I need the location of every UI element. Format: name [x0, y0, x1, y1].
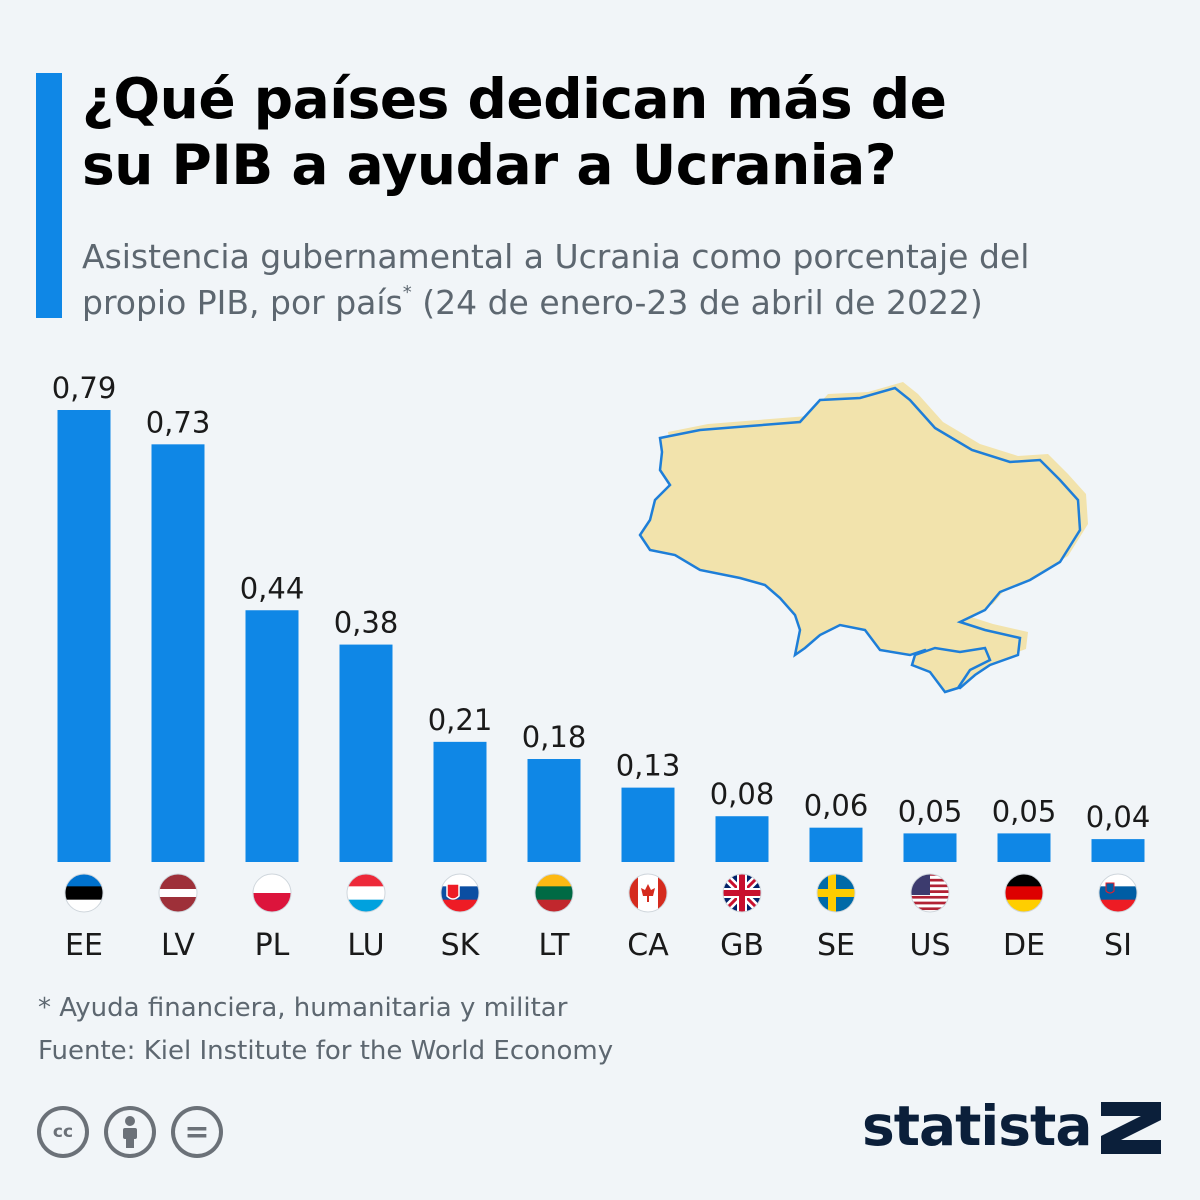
ukraine-map-shape — [638, 386, 1082, 690]
source-note: Fuente: Kiel Institute for the World Eco… — [38, 1036, 614, 1066]
statista-mark-icon — [1101, 1102, 1162, 1154]
flag-lu-icon — [346, 873, 386, 913]
flag-ca-icon — [628, 873, 668, 913]
person-icon — [123, 1116, 137, 1148]
title-line-2: su PIB a ayudar a Ucrania? — [82, 133, 897, 197]
subtitle-text-a: propio PIB, por país — [82, 283, 403, 322]
cc-label: cc — [41, 1110, 85, 1154]
bar-ee[interactable] — [57, 410, 111, 862]
ukraine-map-icon — [638, 382, 1088, 694]
bar-lv[interactable] — [151, 444, 205, 862]
tick-label-lv: LV — [161, 928, 195, 963]
crimea-shape — [910, 646, 992, 694]
bars: 0,79 EE 0,73 LV 0,44 PL 0,38 LU 0,21 SK 0,18 LT 0,13… — [52, 371, 1151, 963]
tick-label-ca: CA — [627, 928, 669, 963]
value-label-se: 0,06 — [804, 789, 869, 823]
title-accent-bar — [36, 73, 62, 318]
value-label-lt: 0,18 — [522, 720, 587, 754]
chart-subtitle: Asistencia gubernamental a Ucrania como … — [82, 234, 1172, 326]
value-label-si: 0,04 — [1086, 800, 1151, 834]
value-label-lv: 0,73 — [146, 405, 211, 439]
flag-lt-icon — [534, 873, 574, 913]
subtitle-line-1: Asistencia gubernamental a Ucrania como … — [82, 237, 1030, 276]
tick-label-de: DE — [1003, 928, 1045, 963]
subtitle-line-2: propio PIB, por país* (24 de enero-23 de… — [82, 280, 1172, 326]
creative-commons-icon[interactable]: cc — [37, 1106, 89, 1158]
flag-ee-icon — [64, 873, 104, 913]
tick-label-ee: EE — [65, 928, 103, 963]
flag-si-icon — [1098, 873, 1138, 913]
value-label-ca: 0,13 — [616, 749, 681, 783]
subtitle-text-b: (24 de enero-23 de abril de 2022) — [411, 283, 983, 322]
value-label-gb: 0,08 — [710, 777, 775, 811]
bar-gb[interactable] — [715, 816, 769, 862]
tick-label-gb: GB — [720, 928, 764, 963]
flag-sk-icon — [440, 873, 480, 913]
title-line-1: ¿Qué países dedican más de — [82, 67, 947, 131]
value-label-ee: 0,79 — [52, 371, 117, 405]
bar-pl[interactable] — [245, 610, 299, 862]
flag-de-icon — [1004, 873, 1044, 913]
value-label-lu: 0,38 — [334, 606, 399, 640]
flag-lv-icon — [158, 873, 198, 913]
bar-lt[interactable] — [527, 759, 581, 862]
value-label-de: 0,05 — [992, 794, 1057, 828]
flag-se-icon — [816, 873, 856, 913]
tick-label-sk: SK — [441, 928, 481, 963]
flag-gb-icon — [722, 873, 762, 913]
bar-si[interactable] — [1091, 839, 1145, 862]
bar-ca[interactable] — [621, 787, 675, 862]
license-icons: cc = — [37, 1106, 223, 1158]
flag-us-icon — [910, 873, 950, 913]
tick-label-lt: LT — [539, 928, 571, 963]
statista-logo[interactable]: statista — [862, 1093, 1162, 1158]
bar-sk[interactable] — [433, 741, 487, 862]
tick-label-se: SE — [817, 928, 855, 963]
tick-label-pl: PL — [255, 928, 290, 963]
equals-label: = — [175, 1110, 219, 1154]
tick-label-us: US — [909, 928, 950, 963]
bar-de[interactable] — [997, 833, 1051, 862]
chart-title: ¿Qué países dedican más de su PIB a ayud… — [82, 66, 1162, 198]
no-derivatives-icon[interactable]: = — [171, 1106, 223, 1158]
value-label-sk: 0,21 — [428, 703, 493, 737]
tick-label-lu: LU — [347, 928, 384, 963]
value-label-pl: 0,44 — [240, 571, 305, 605]
statista-wordmark: statista — [862, 1093, 1092, 1158]
value-label-us: 0,05 — [898, 794, 963, 828]
bar-se[interactable] — [809, 827, 863, 862]
footnote: * Ayuda financiera, humanitaria y milita… — [38, 993, 568, 1023]
bar-us[interactable] — [903, 833, 957, 862]
flag-pl-icon — [252, 873, 292, 913]
attribution-icon[interactable] — [104, 1106, 156, 1158]
tick-label-si: SI — [1104, 928, 1132, 963]
footnote-marker: * — [402, 282, 412, 303]
bar-chart: 0,79 EE 0,73 LV 0,44 PL 0,38 LU 0,21 SK 0,18 LT 0,13… — [52, 371, 1151, 963]
bar-lu[interactable] — [339, 644, 393, 862]
